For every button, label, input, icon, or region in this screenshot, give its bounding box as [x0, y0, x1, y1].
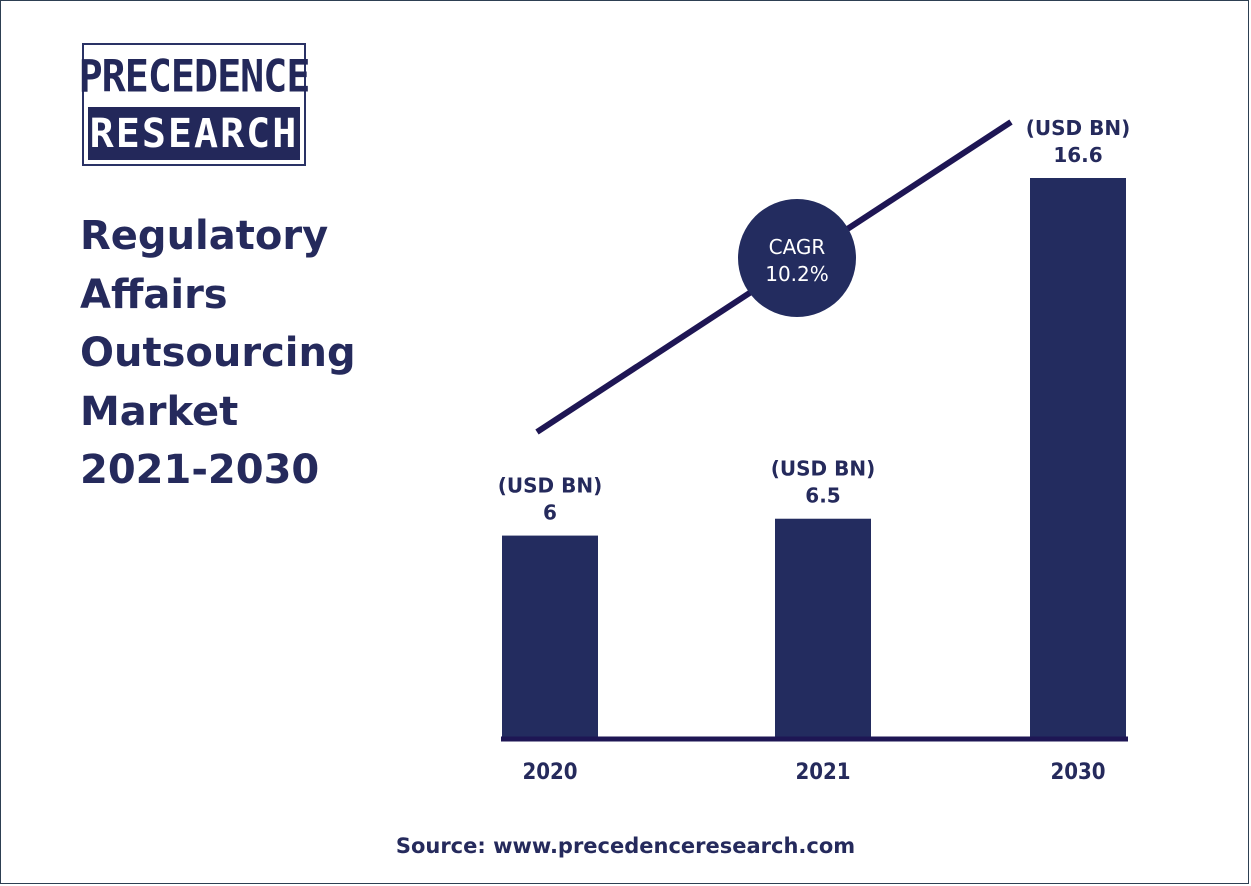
value-label-2021: 6.5: [805, 484, 840, 508]
unit-label-2021: (USD BN): [771, 457, 875, 481]
cagr-badge: CAGR 10.2%: [738, 199, 856, 317]
unit-label-2030: (USD BN): [1026, 116, 1130, 140]
bar-2020: [502, 535, 598, 738]
title-line-1: Regulatory: [80, 213, 329, 259]
value-label-2030: 16.6: [1053, 143, 1102, 167]
bar-2021: [775, 518, 871, 738]
cagr-circle: [738, 199, 856, 317]
cagr-value: 10.2%: [765, 262, 829, 286]
x-tick-2021: 2021: [795, 760, 850, 785]
title-line-5: 2021-2030: [80, 447, 320, 493]
x-tick-2030: 2030: [1050, 760, 1105, 785]
logo-line-2: RESEARCH: [88, 107, 300, 160]
value-label-2020: 6: [543, 501, 557, 525]
bar-2030: [1030, 178, 1126, 738]
x-tick-2020: 2020: [522, 760, 577, 785]
title-line-2: Affairs: [80, 271, 228, 318]
chart-title: Regulatory Affairs Outsourcing Market 20…: [80, 207, 440, 500]
unit-label-2020: (USD BN): [498, 474, 602, 498]
logo-line-1: PRECEDENCE: [78, 51, 311, 103]
title-line-4: Market: [80, 388, 239, 435]
source-note: Source: www.precedenceresearch.com: [395, 834, 856, 858]
title-line-3: Outsourcing: [80, 330, 356, 376]
cagr-label: CAGR: [769, 235, 826, 259]
precedence-research-logo: PRECEDENCE RESEARCH: [78, 43, 311, 166]
